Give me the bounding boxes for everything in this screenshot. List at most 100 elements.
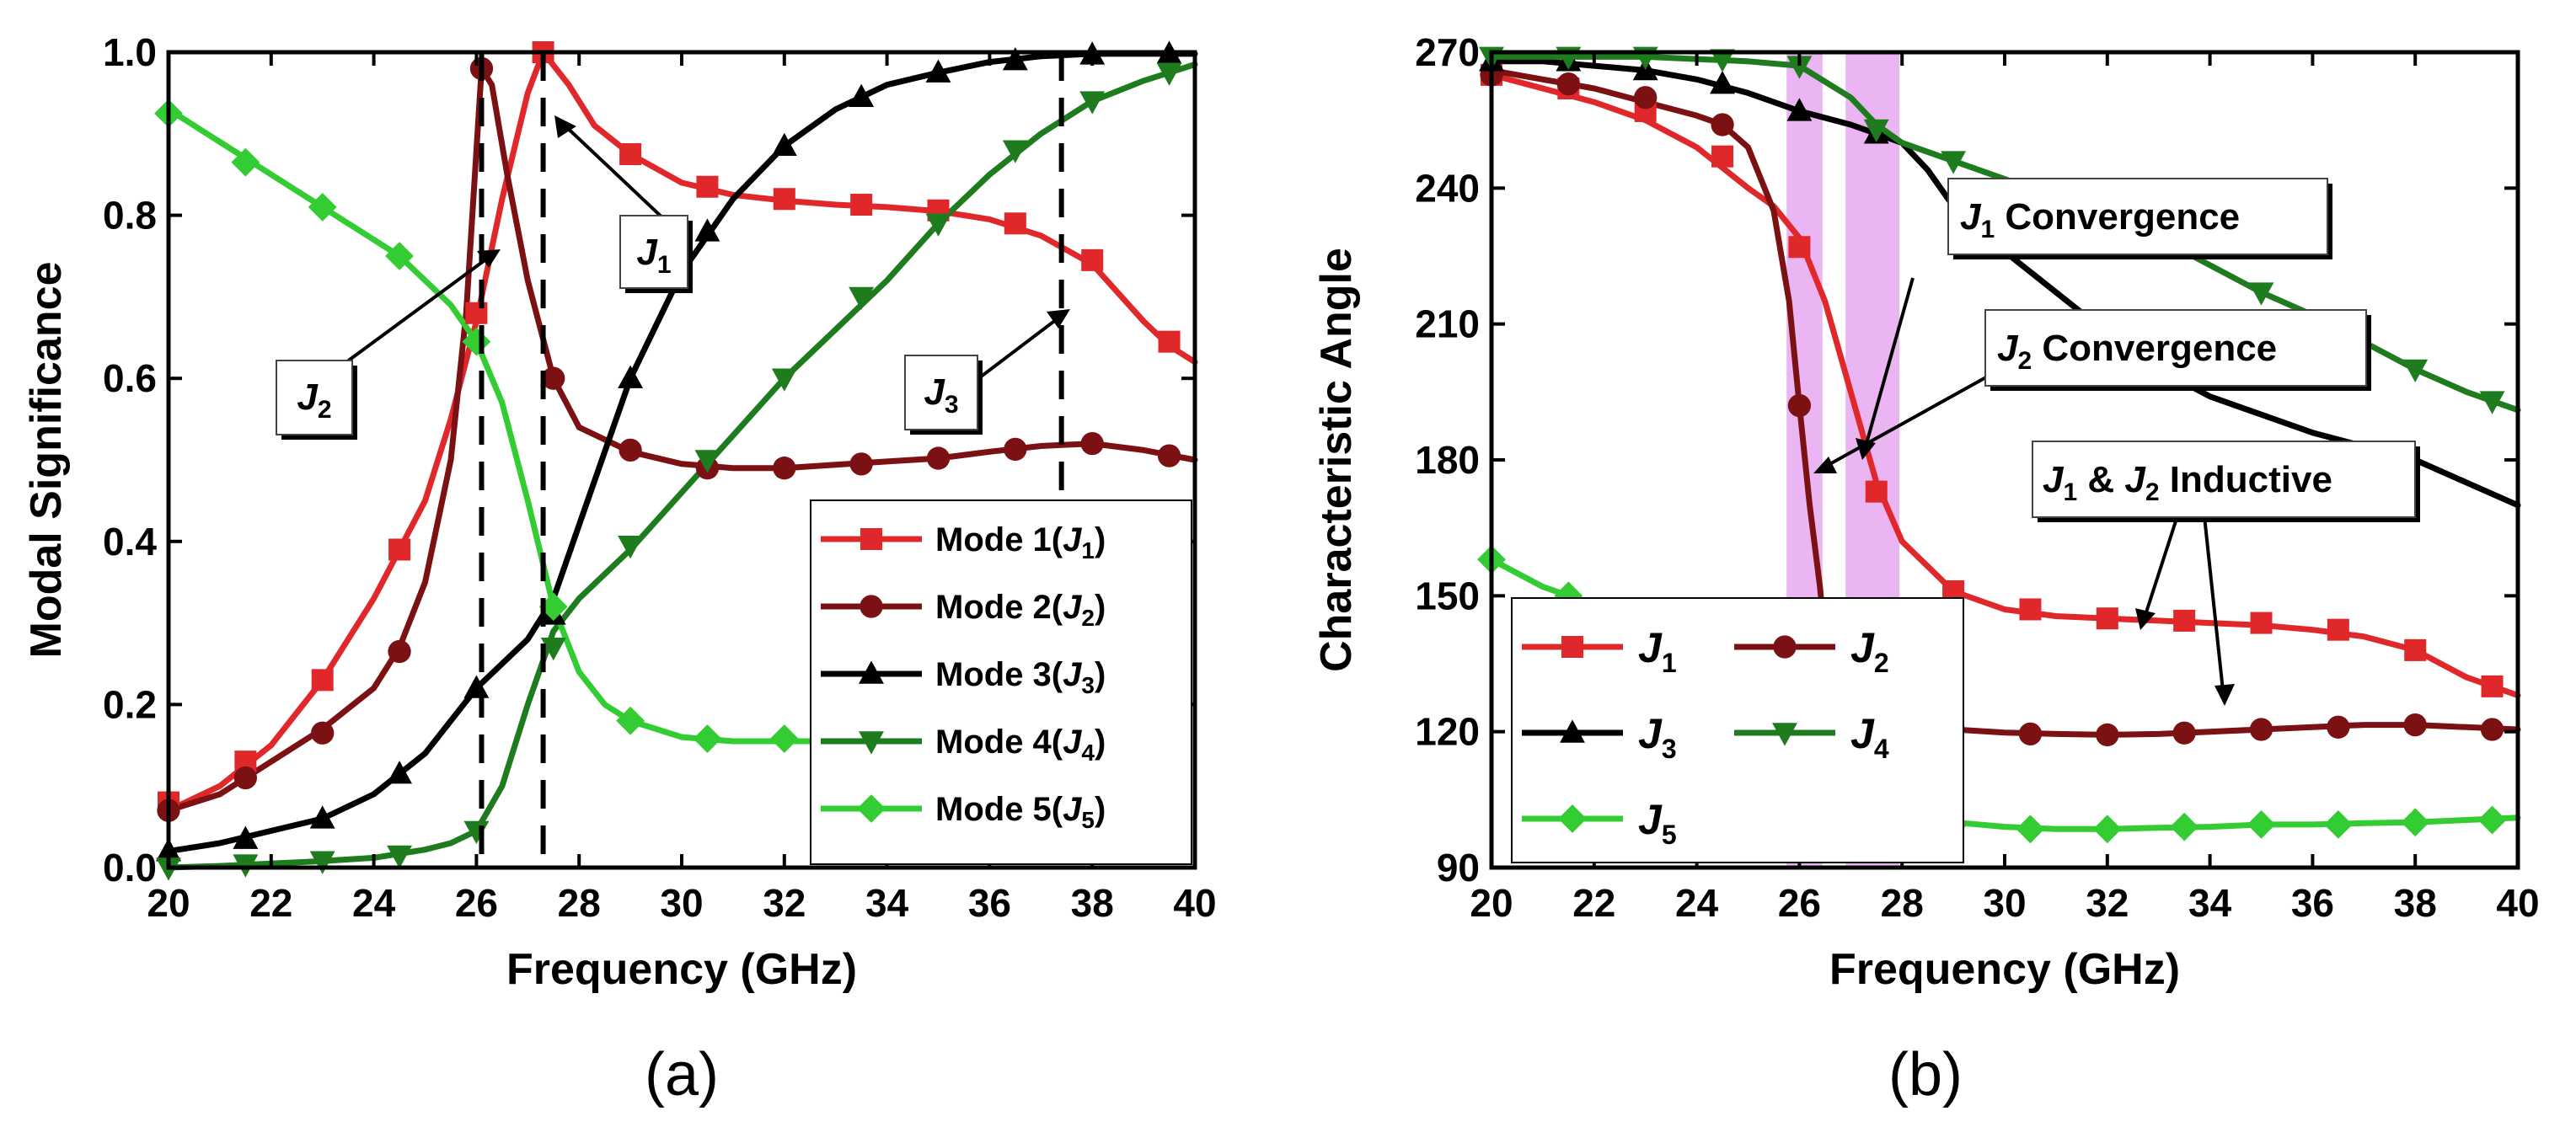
svg-text:J2 Convergence: J2 Convergence <box>1997 328 2277 375</box>
point-j1 <box>2173 609 2196 632</box>
point-j4 <box>1786 56 1813 79</box>
panel-a: 20 22 24 26 28 30 32 34 36 38 40 0.0 0.2 0.4 0.6 0.8 1.0… <box>22 30 1217 1108</box>
point-mode-1-j1 <box>311 669 334 692</box>
point-j3 <box>1786 98 1813 121</box>
y-tick-label: 150 <box>1415 574 1480 617</box>
y-tick-label: 1.0 <box>103 30 157 74</box>
point-mode-5-j5 <box>385 242 414 270</box>
point-j4 <box>2248 282 2274 306</box>
point-j4 <box>1941 151 1967 174</box>
legend-marker <box>859 731 884 755</box>
point-mode-2-j2 <box>1004 437 1027 462</box>
y-tick-label: 0.0 <box>103 846 157 889</box>
svg-text:J1 & J2 Inductive: J1 & J2 Inductive <box>2043 459 2332 506</box>
svg-text:J1: J1 <box>636 232 671 279</box>
point-mode-2-j2 <box>233 766 257 790</box>
series-line-j2 <box>1488 67 1829 644</box>
point-j2 <box>2403 713 2427 737</box>
point-mode-4-j4 <box>618 535 644 559</box>
x-tick-label: 36 <box>968 881 1011 925</box>
point-mode-1-j1 <box>773 188 795 211</box>
series-line-j5 <box>1925 815 2521 832</box>
y-tick-label: 270 <box>1415 30 1480 74</box>
point-j4 <box>1863 119 1889 143</box>
legend-marker <box>1561 636 1583 658</box>
legend-label: J2 <box>1850 624 1889 678</box>
point-mode-4-j4 <box>387 845 412 869</box>
point-mode-5-j5 <box>231 147 260 177</box>
annotation-j1-convergence: J1 Convergence <box>1856 178 2332 460</box>
y-tick-label: 120 <box>1415 710 1480 754</box>
point-j4 <box>2479 391 2505 414</box>
panel-b-xlabel: Frequency (GHz) <box>1829 945 2180 994</box>
x-tick-label: 28 <box>1881 881 1924 925</box>
point-mode-1-j1 <box>388 538 411 561</box>
x-tick-label: 30 <box>1983 881 2026 925</box>
x-tick-label: 40 <box>2496 881 2539 925</box>
x-tick-label: 34 <box>2188 881 2232 925</box>
legend-label: J5 <box>1638 796 1677 850</box>
point-mode-4-j4 <box>1156 62 1182 86</box>
point-mode-4-j4 <box>849 286 875 310</box>
legend-marker <box>1773 635 1797 659</box>
x-tick-label: 22 <box>1572 881 1615 925</box>
point-j2 <box>2327 715 2350 739</box>
y-tick-label: 0.2 <box>103 682 157 726</box>
x-tick-label: 34 <box>865 881 909 925</box>
point-mode-2-j2 <box>849 452 873 476</box>
point-mode-2-j2 <box>388 639 411 664</box>
point-mode-1-j1 <box>1158 330 1181 353</box>
point-j1 <box>2327 618 2349 641</box>
point-j2 <box>2096 723 2119 747</box>
point-j1 <box>1865 480 1888 503</box>
point-mode-3-j3 <box>309 805 335 829</box>
panel-b-legend: J1 J2 J3 J4 J5 <box>1511 597 1964 863</box>
legend-marker <box>1558 804 1587 833</box>
point-mode-5-j5 <box>538 592 568 622</box>
panel-b-label: (b) <box>1888 1041 1963 1108</box>
point-mode-5-j5 <box>769 724 799 753</box>
point-mode-3-j3 <box>618 365 644 388</box>
point-j5 <box>2401 808 2430 837</box>
point-j2 <box>2172 721 2196 745</box>
point-mode-2-j2 <box>542 366 565 390</box>
point-mode-4-j4 <box>540 637 566 661</box>
point-j3 <box>1710 71 1735 94</box>
y-tick-label: 90 <box>1437 846 1480 889</box>
point-mode-3-j3 <box>233 825 259 849</box>
point-mode-5-j5 <box>616 706 645 735</box>
point-mode-4-j4 <box>771 368 797 392</box>
point-j1 <box>2481 675 2504 697</box>
point-mode-4-j4 <box>1002 140 1028 163</box>
point-j2 <box>1787 393 1812 418</box>
point-j2 <box>1556 72 1580 96</box>
point-mode-2-j2 <box>773 457 796 480</box>
point-j2 <box>1634 86 1658 109</box>
x-tick-label: 32 <box>763 881 806 925</box>
point-j1 <box>2019 598 2042 621</box>
point-j5 <box>2477 805 2507 835</box>
svg-text:J1 Convergence: J1 Convergence <box>1960 196 2240 243</box>
panel-b-ylabel: Characteristic Angle <box>1312 248 1361 672</box>
point-j4 <box>1710 49 1735 72</box>
point-mode-2-j2 <box>926 446 951 470</box>
legend-marker <box>860 595 883 618</box>
x-tick-label: 38 <box>1071 881 1114 925</box>
point-j1 <box>2250 612 2273 634</box>
svg-text:J2: J2 <box>297 377 331 424</box>
point-j5 <box>2170 812 2199 841</box>
point-j5 <box>2092 815 2122 844</box>
point-mode-1-j1 <box>619 143 642 165</box>
annotation-j3: J3 <box>904 309 1070 435</box>
point-mode-1-j1 <box>1081 248 1104 271</box>
point-mode-2-j2 <box>1080 431 1104 456</box>
point-j2 <box>1711 113 1734 136</box>
point-mode-3-j3 <box>925 59 951 83</box>
panel-a-axis-ticks: 20 22 24 26 28 30 32 34 36 38 40 0.0 0.2 0.4 0.6 0.8 1.0 <box>103 30 1217 925</box>
point-mode-4-j4 <box>925 213 951 237</box>
point-mode-3-j3 <box>387 761 412 784</box>
x-tick-label: 38 <box>2394 881 2437 925</box>
legend-marker <box>860 528 882 550</box>
x-tick-label: 26 <box>455 881 498 925</box>
